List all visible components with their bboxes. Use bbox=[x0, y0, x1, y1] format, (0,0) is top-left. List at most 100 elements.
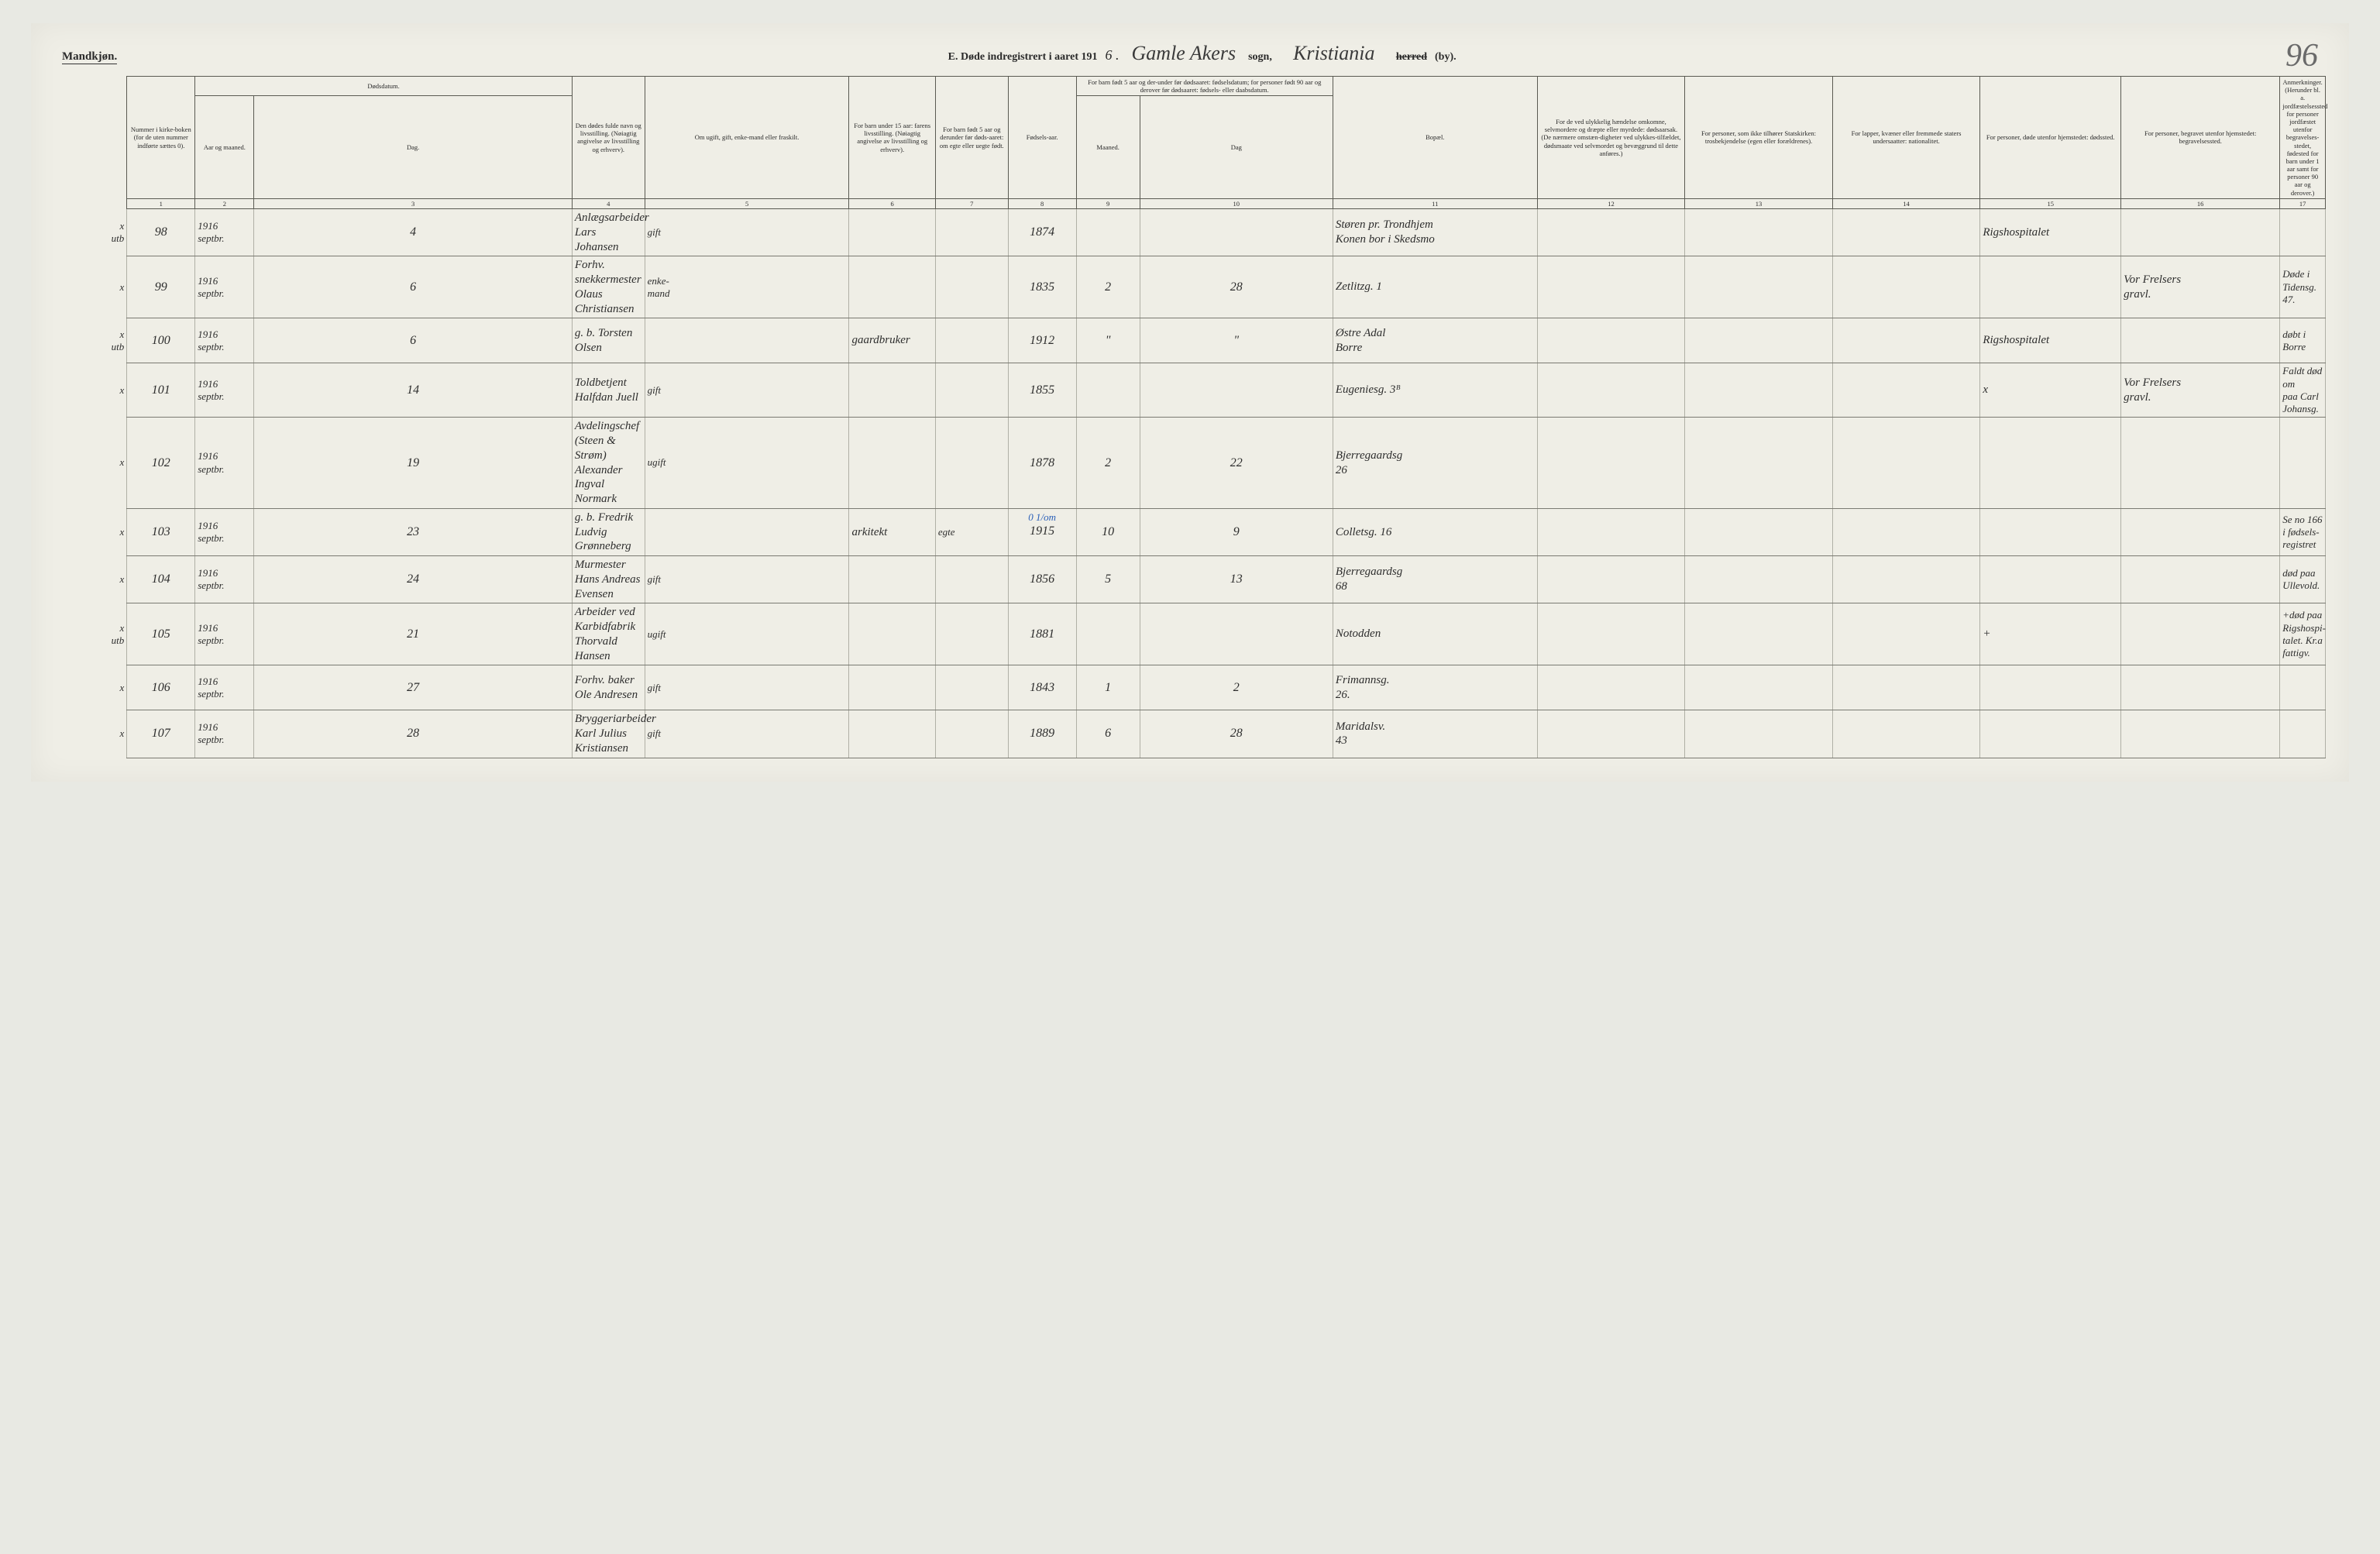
colnum: 1 bbox=[127, 198, 195, 208]
sogn-label: sogn, bbox=[1248, 51, 1272, 64]
col-header-4: Den dødes fulde navn og livsstilling. (N… bbox=[572, 77, 645, 199]
confession bbox=[1685, 363, 1833, 418]
col-header-11: Bopæl. bbox=[1333, 77, 1537, 199]
margin-mark: x bbox=[54, 556, 127, 603]
remarks bbox=[2280, 710, 2326, 758]
father-occupation bbox=[849, 710, 935, 758]
legitimacy bbox=[935, 363, 1008, 418]
birth-year: 1835 bbox=[1008, 256, 1076, 318]
remarks: Døde i Tidensg.47. bbox=[2280, 256, 2326, 318]
cause-of-death bbox=[1537, 603, 1685, 665]
table-row: x1031916septbr.23g. b. Fredrik Ludvig Gr… bbox=[54, 508, 2326, 555]
father-occupation bbox=[849, 603, 935, 665]
remarks: døbt i Borre bbox=[2280, 318, 2326, 363]
district-name: Kristiania bbox=[1280, 42, 1388, 65]
birth-month: 2 bbox=[1076, 256, 1140, 318]
confession bbox=[1685, 256, 1833, 318]
nationality bbox=[1832, 508, 1980, 555]
birth-month bbox=[1076, 603, 1140, 665]
remarks bbox=[2280, 209, 2326, 256]
legitimacy bbox=[935, 603, 1008, 665]
death-year-month: 1916septbr. bbox=[195, 418, 254, 509]
col-header-12: For de ved ulykkelig hændelse omkomne, s… bbox=[1537, 77, 1685, 199]
margin-mark: x bbox=[54, 418, 127, 509]
margin-mark: x bbox=[54, 363, 127, 418]
birth-month: 10 bbox=[1076, 508, 1140, 555]
name-occupation: g. b. Torsten Olsen bbox=[572, 318, 645, 363]
confession bbox=[1685, 318, 1833, 363]
margin-mark: x bbox=[54, 256, 127, 318]
register-page: 96 Mandkjøn. E. Døde indregistrert i aar… bbox=[31, 23, 2349, 782]
burial-place bbox=[2121, 710, 2280, 758]
margin-mark: xutb bbox=[54, 318, 127, 363]
entry-number: 107 bbox=[127, 710, 195, 758]
nationality bbox=[1832, 318, 1980, 363]
birth-month: 6 bbox=[1076, 710, 1140, 758]
death-day: 4 bbox=[254, 209, 572, 256]
nationality bbox=[1832, 256, 1980, 318]
colnum: 12 bbox=[1537, 198, 1685, 208]
entry-number: 100 bbox=[127, 318, 195, 363]
colnum: 11 bbox=[1333, 198, 1537, 208]
col-header-dag2: Dag bbox=[1140, 96, 1333, 198]
death-day: 28 bbox=[254, 710, 572, 758]
table-row: x991916septbr.6Forhv. snekkermesterOlaus… bbox=[54, 256, 2326, 318]
entry-number: 98 bbox=[127, 209, 195, 256]
death-year-month: 1916septbr. bbox=[195, 363, 254, 418]
nationality bbox=[1832, 209, 1980, 256]
colnum: 14 bbox=[1832, 198, 1980, 208]
legitimacy bbox=[935, 209, 1008, 256]
nationality bbox=[1832, 710, 1980, 758]
birth-day: 9 bbox=[1140, 508, 1333, 555]
col-header-17: Anmerkninger. (Herunder bl. a. jordfæste… bbox=[2280, 77, 2326, 199]
entry-number: 102 bbox=[127, 418, 195, 509]
legitimacy bbox=[935, 665, 1008, 710]
father-occupation bbox=[849, 418, 935, 509]
col-header-9top: For barn født 5 aar og der-under før død… bbox=[1076, 77, 1333, 96]
civil-status: gift bbox=[645, 363, 849, 418]
civil-status: gift bbox=[645, 710, 849, 758]
residence: Zetlitzg. 1 bbox=[1333, 256, 1537, 318]
cause-of-death bbox=[1537, 318, 1685, 363]
table-row: x1041916septbr.24MurmesterHans Andreas E… bbox=[54, 556, 2326, 603]
birth-month: 2 bbox=[1076, 418, 1140, 509]
burial-place bbox=[2121, 418, 2280, 509]
table-row: xutb981916septbr.4AnlægsarbeiderLars Joh… bbox=[54, 209, 2326, 256]
cause-of-death bbox=[1537, 710, 1685, 758]
cause-of-death bbox=[1537, 363, 1685, 418]
birth-day: 22 bbox=[1140, 418, 1333, 509]
civil-status bbox=[645, 508, 849, 555]
entry-number: 99 bbox=[127, 256, 195, 318]
birth-year: 1889 bbox=[1008, 710, 1076, 758]
death-year-month: 1916septbr. bbox=[195, 508, 254, 555]
gender-label: Mandkjøn. bbox=[62, 50, 117, 64]
place-of-death bbox=[1980, 556, 2121, 603]
burial-place bbox=[2121, 556, 2280, 603]
name-occupation: AnlægsarbeiderLars Johansen bbox=[572, 209, 645, 256]
colnum: 9 bbox=[1076, 198, 1140, 208]
year-suffix: 6 . bbox=[1106, 47, 1119, 64]
residence: Bjerregaardsg26 bbox=[1333, 418, 1537, 509]
birth-day: 28 bbox=[1140, 710, 1333, 758]
birth-day bbox=[1140, 209, 1333, 256]
place-of-death bbox=[1980, 256, 2121, 318]
remarks: +død paa Rigshospi-talet. Kr.a fattigv. bbox=[2280, 603, 2326, 665]
colnum: 6 bbox=[849, 198, 935, 208]
parish-name: Gamle Akers bbox=[1127, 42, 1241, 65]
table-row: xutb1001916septbr.6g. b. Torsten Olsenga… bbox=[54, 318, 2326, 363]
colnum: 8 bbox=[1008, 198, 1076, 208]
margin-mark: x bbox=[54, 665, 127, 710]
legitimacy bbox=[935, 256, 1008, 318]
death-day: 19 bbox=[254, 418, 572, 509]
birth-day bbox=[1140, 363, 1333, 418]
confession bbox=[1685, 603, 1833, 665]
entry-number: 104 bbox=[127, 556, 195, 603]
nationality bbox=[1832, 418, 1980, 509]
burial-place: Vor Frelsersgravl. bbox=[2121, 363, 2280, 418]
colnum: 4 bbox=[572, 198, 645, 208]
burial-place bbox=[2121, 603, 2280, 665]
column-number-row: 1 2 3 4 5 6 7 8 9 10 11 12 13 14 15 16 1… bbox=[54, 198, 2326, 208]
death-day: 21 bbox=[254, 603, 572, 665]
father-occupation bbox=[849, 363, 935, 418]
birth-year: 1881 bbox=[1008, 603, 1076, 665]
